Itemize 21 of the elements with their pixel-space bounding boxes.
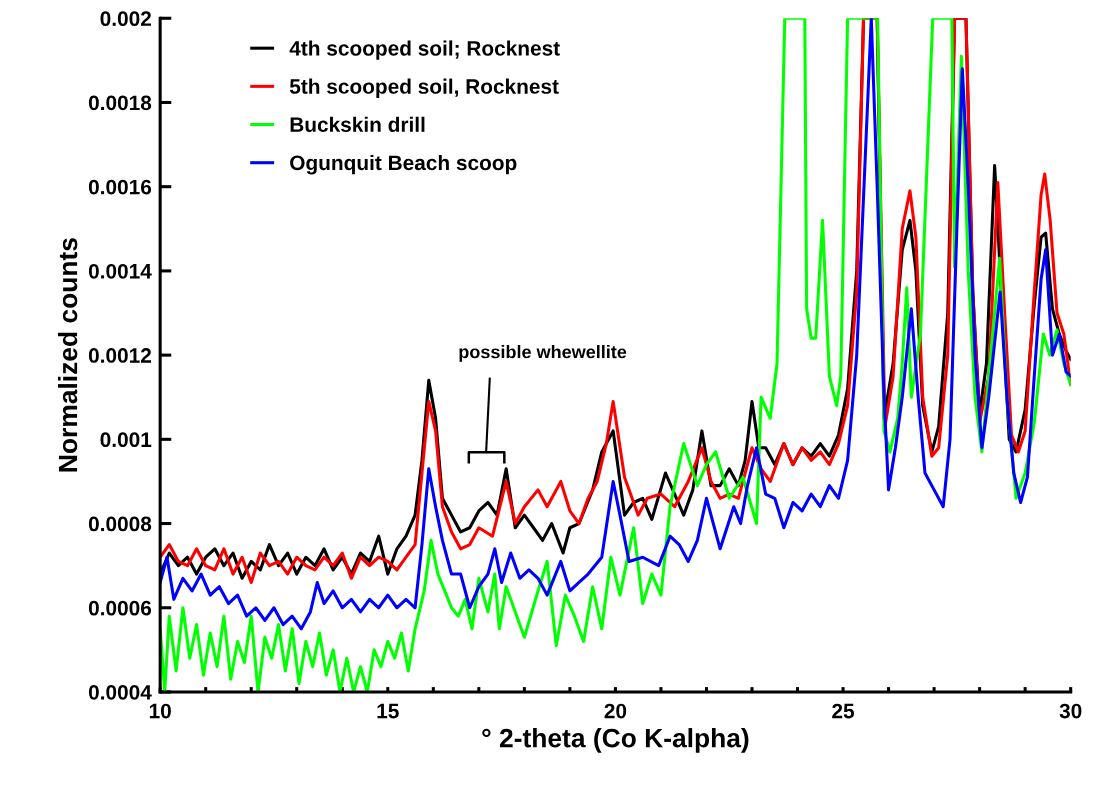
y-tick-label: 0.0012 xyxy=(88,348,151,363)
x-axis-title: ° 2-theta (Co K-alpha) xyxy=(482,728,749,753)
y-axis-title: Normalized counts xyxy=(57,238,78,472)
x-tick-label: 20 xyxy=(604,703,627,719)
y-tick-label: 0.002 xyxy=(100,11,151,27)
legend-label: 5th scooped soil, Rocknest xyxy=(289,78,559,98)
x-tick-label: 10 xyxy=(149,703,171,719)
y-tick-label: 0.001 xyxy=(100,432,152,448)
y-tick-label: 0.0006 xyxy=(88,600,152,616)
legend-label: Ogunquit Beach scoop xyxy=(290,154,517,175)
annotation: possible whewellite xyxy=(459,345,627,362)
y-tick-label: 0.0018 xyxy=(88,95,152,111)
x-tick-label: 15 xyxy=(377,703,399,719)
y-tick-label: 0.0016 xyxy=(88,179,152,195)
y-tick-label: 0.0014 xyxy=(88,263,152,279)
x-tick-label: 30 xyxy=(1059,703,1082,719)
legend-label: 4th scooped soil; Rocknest xyxy=(289,40,560,60)
x-tick-label: 25 xyxy=(832,703,855,719)
legend-label: Buckskin drill xyxy=(290,116,425,133)
y-tick-label: 0.0008 xyxy=(88,516,152,532)
y-tick-label: 0.0004 xyxy=(88,684,152,700)
